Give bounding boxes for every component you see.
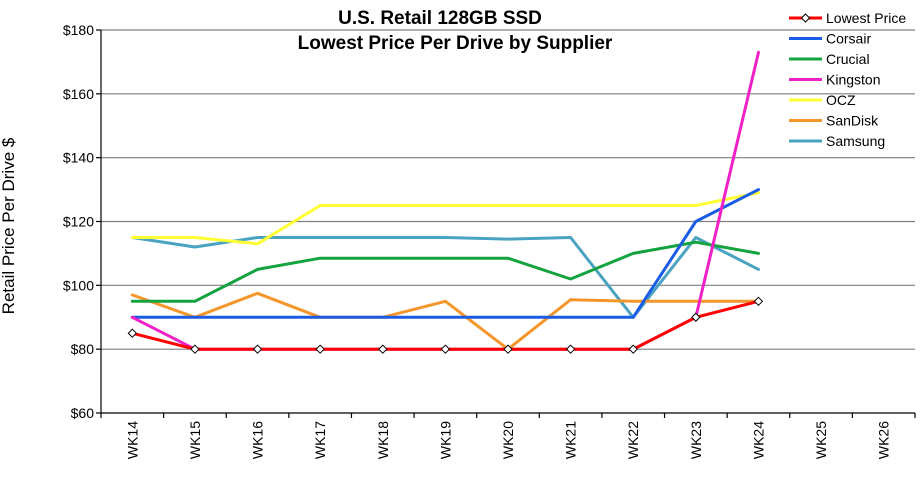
legend-item-kingston: Kingston — [789, 72, 880, 88]
data-point-lowest-price — [753, 296, 764, 306]
series-line-sandisk — [130, 291, 760, 351]
y-tick-label: $180 — [63, 22, 94, 38]
data-point-lowest-price — [565, 344, 576, 354]
x-tick-label: WK22 — [625, 421, 641, 459]
data-point-lowest-price — [315, 344, 325, 354]
y-axis-label: Retail Price Per Drive $ — [0, 137, 18, 314]
data-point-lowest-price — [252, 344, 263, 354]
data-point-lowest-price — [628, 344, 638, 354]
legend-item-lowest-price: Lowest Price — [789, 10, 906, 26]
x-tick-label: WK23 — [688, 421, 704, 459]
chart-title-line-1: U.S. Retail 128GB SSD — [338, 8, 542, 29]
y-tick-label: $160 — [63, 86, 94, 102]
legend-item-samsung: Samsung — [789, 133, 885, 149]
marker-layer — [127, 296, 764, 354]
series-line-ocz — [130, 191, 760, 246]
x-tick-label: WK18 — [375, 421, 391, 459]
x-tick-label: WK19 — [437, 421, 453, 459]
grid-layer — [101, 29, 915, 350]
x-tick-label: WK16 — [250, 421, 266, 459]
x-tick-label: WK26 — [876, 421, 892, 459]
chart-title-line-2: Lowest Price Per Drive by Supplier — [298, 33, 613, 54]
x-tick-label: WK15 — [187, 421, 203, 459]
data-point-lowest-price — [378, 344, 388, 354]
legend-label: Corsair — [826, 31, 871, 47]
y-tick-label: $60 — [71, 405, 95, 421]
legend-label: OCZ — [826, 92, 856, 108]
data-point-lowest-price — [190, 344, 200, 354]
legend-label: Samsung — [826, 133, 885, 149]
y-tick-label: $120 — [63, 214, 94, 230]
x-tick-label: WK17 — [312, 421, 328, 459]
chart-title: U.S. Retail 128GB SSD Lowest Price Per D… — [298, 8, 613, 54]
legend-label: SanDisk — [826, 113, 879, 129]
data-point-lowest-price — [503, 344, 513, 354]
legend-label: Crucial — [826, 51, 870, 67]
series-line-corsair — [130, 188, 760, 319]
x-tick-label: WK24 — [750, 421, 766, 459]
legend-item-ocz: OCZ — [789, 92, 856, 108]
x-tick-label: WK14 — [124, 421, 140, 459]
series-layer — [130, 50, 760, 351]
x-tick-label: WK25 — [813, 421, 829, 459]
series-line-crucial — [130, 240, 760, 303]
y-tick-label: $80 — [71, 341, 95, 357]
legend: Lowest Price Corsair Crucial Kingston OCZ San… — [789, 10, 906, 149]
data-point-lowest-price — [440, 344, 451, 354]
legend-item-corsair: Corsair — [789, 31, 871, 47]
data-point-lowest-price — [691, 312, 701, 322]
x-tick-label: WK21 — [563, 421, 579, 459]
legend-label: Lowest Price — [826, 10, 906, 26]
y-tick-label: $100 — [63, 277, 94, 293]
legend-marker — [800, 13, 811, 23]
y-tick-label: $140 — [63, 150, 94, 166]
axis-layer: $60 $80 $100 $120 $140 $160 $180 WK14 WK15 WK16 WK… — [63, 22, 916, 459]
data-point-lowest-price — [127, 328, 138, 338]
legend-item-sandisk: SanDisk — [789, 113, 879, 129]
series-line-lowest-price — [130, 299, 760, 351]
legend-label: Kingston — [826, 72, 880, 88]
legend-item-crucial: Crucial — [789, 51, 870, 67]
x-tick-label: WK20 — [500, 421, 516, 459]
